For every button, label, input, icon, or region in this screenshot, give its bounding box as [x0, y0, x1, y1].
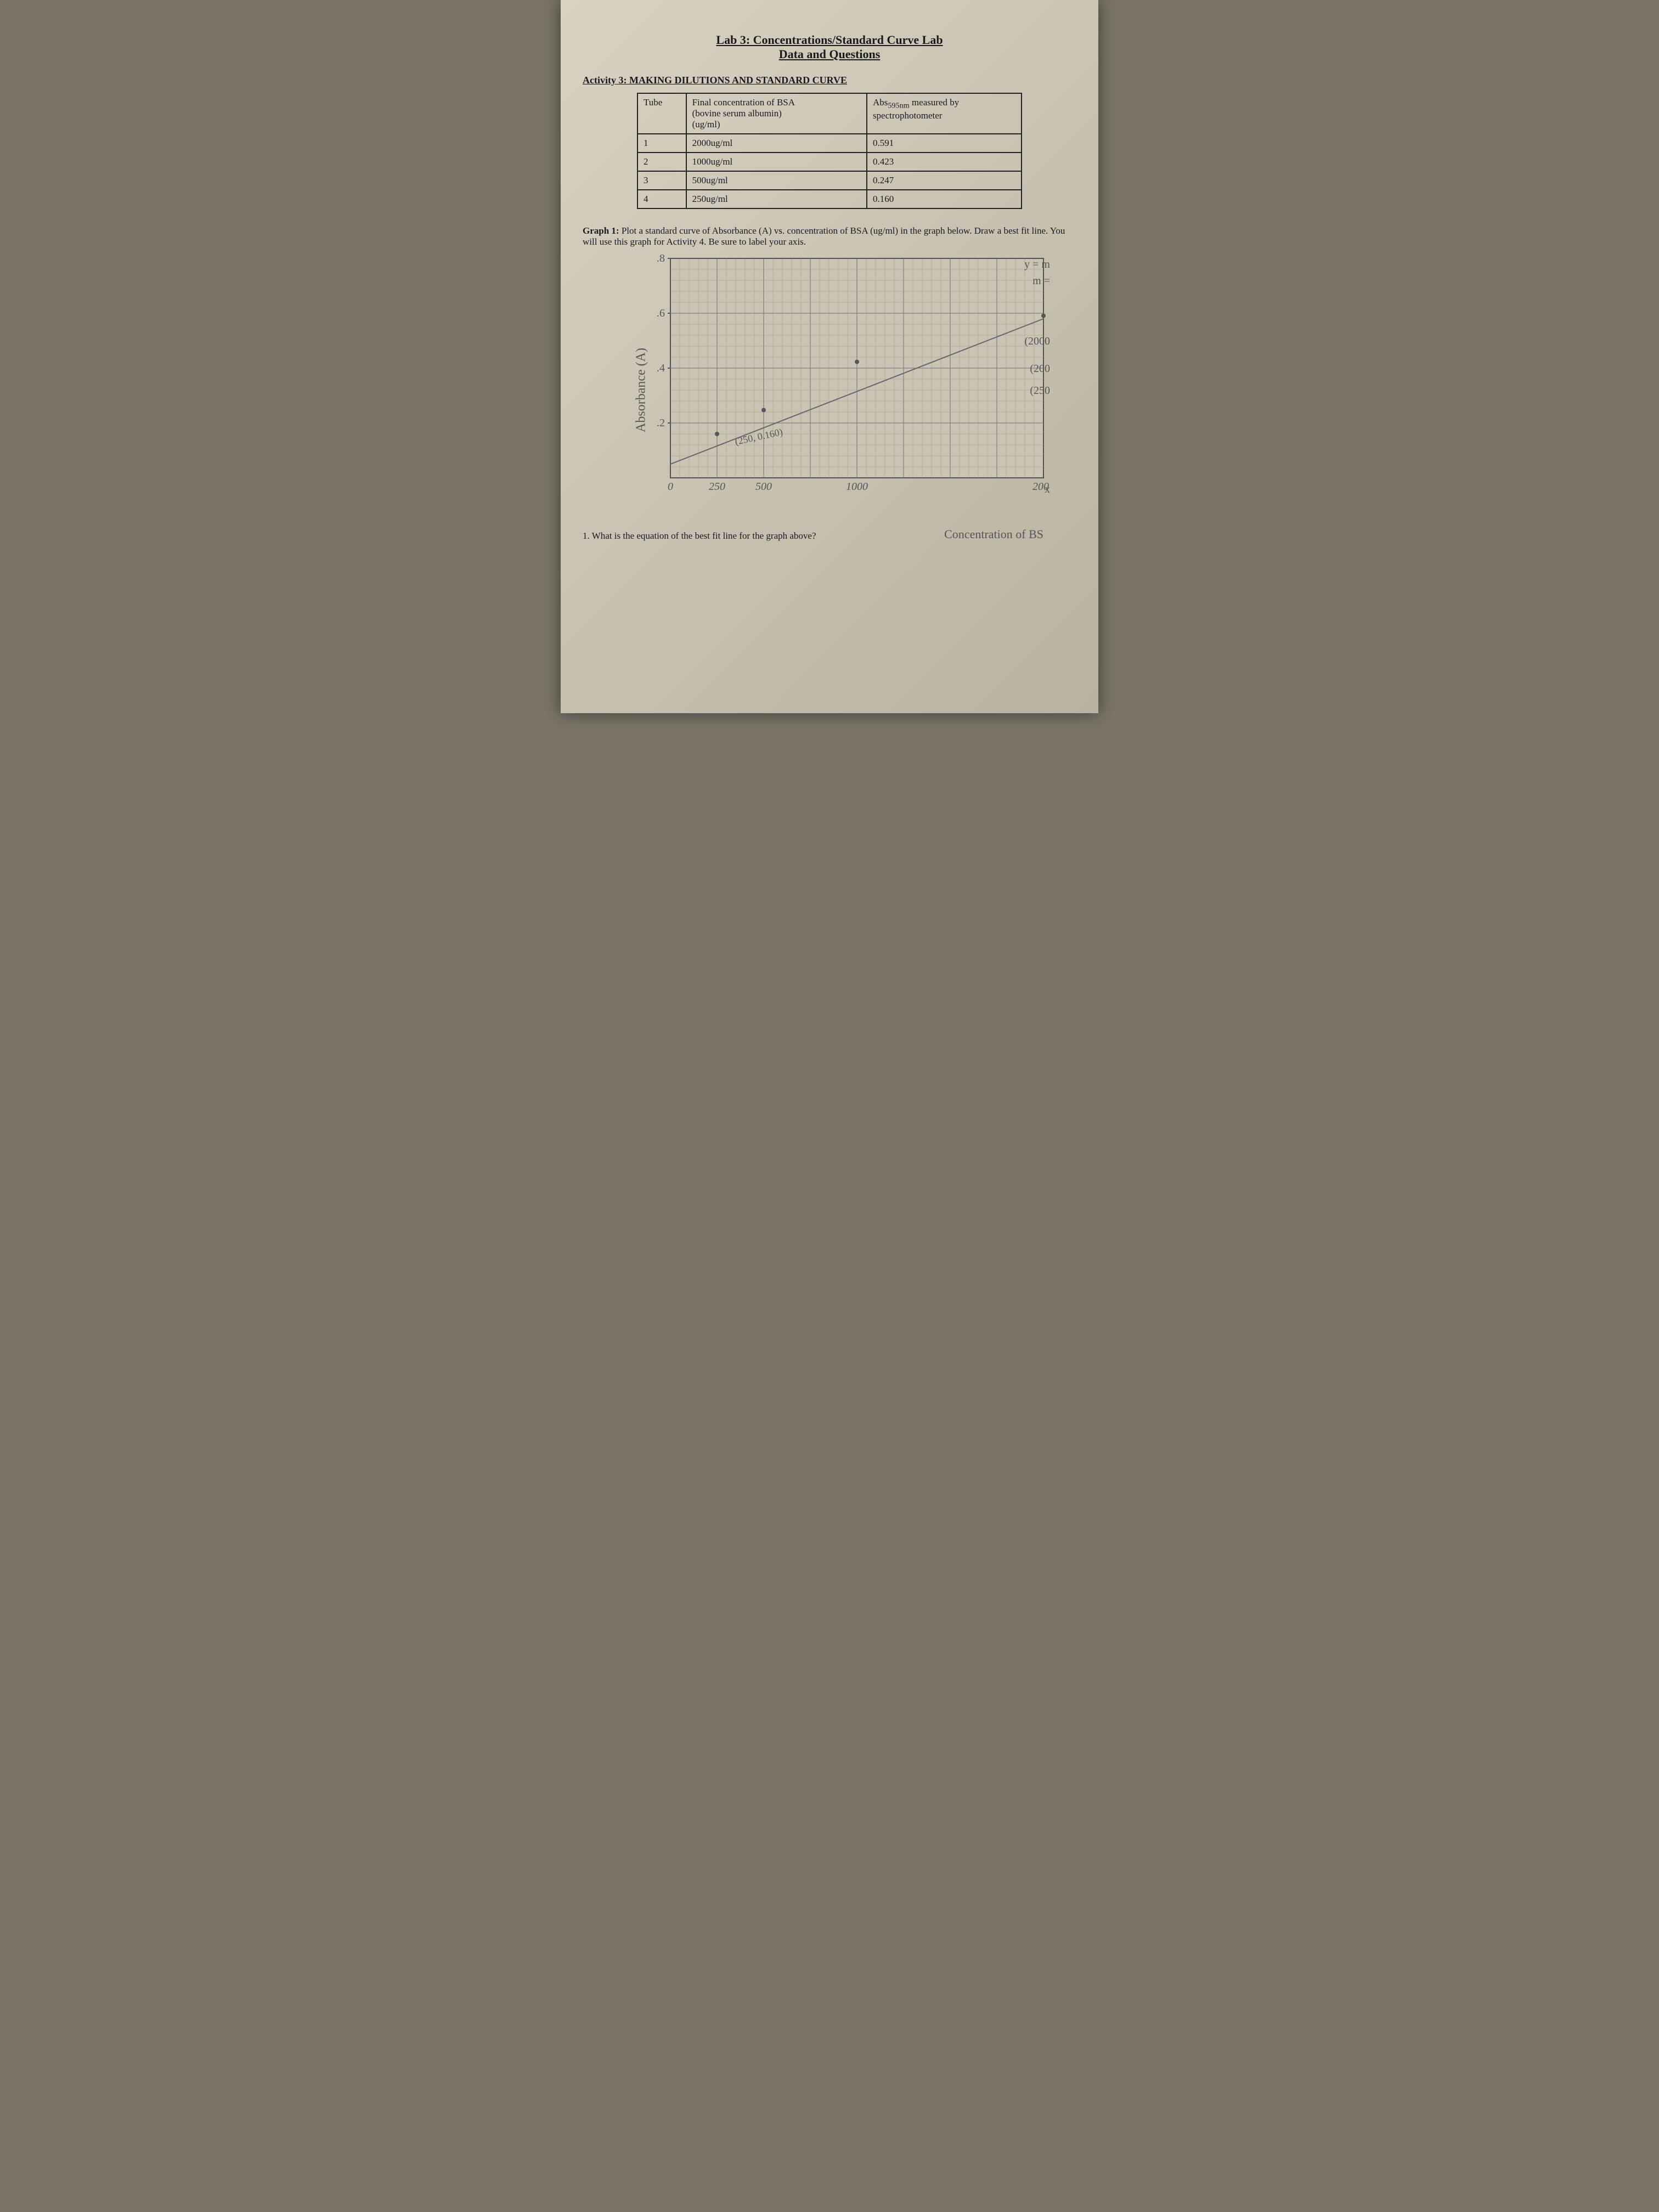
- cell-conc: 500ug/ml: [686, 171, 867, 190]
- table-row: 1 2000ug/ml 0.591: [637, 134, 1022, 153]
- margin-note: (200: [1030, 363, 1050, 375]
- svg-text:.2: .2: [657, 417, 665, 429]
- cell-abs: 0.160: [867, 190, 1022, 208]
- margin-note: y = m: [1024, 258, 1050, 271]
- table-row: 2 1000ug/ml 0.423: [637, 153, 1022, 171]
- title-line-1: Lab 3: Concentrations/Standard Curve Lab: [583, 33, 1076, 47]
- standard-curve-chart: .2.4.6.8025050010002000(250, 0.160): [643, 253, 1049, 511]
- header-absorbance: Abs595nm measured by spectrophotometer: [867, 93, 1022, 134]
- svg-text:250: 250: [709, 481, 725, 493]
- table-header-row: Tube Final concentration of BSA (bovine …: [637, 93, 1022, 134]
- data-table: Tube Final concentration of BSA (bovine …: [637, 93, 1022, 209]
- cell-abs: 0.423: [867, 153, 1022, 171]
- cell-conc: 250ug/ml: [686, 190, 867, 208]
- margin-note: (2000: [1024, 335, 1050, 348]
- title-block: Lab 3: Concentrations/Standard Curve Lab…: [583, 33, 1076, 61]
- title-line-2: Data and Questions: [583, 47, 1076, 61]
- margin-note: m =: [1032, 275, 1050, 287]
- cell-abs: 0.591: [867, 134, 1022, 153]
- table-row: 4 250ug/ml 0.160: [637, 190, 1022, 208]
- header-concentration: Final concentration of BSA (bovine serum…: [686, 93, 867, 134]
- svg-text:.8: .8: [657, 253, 665, 264]
- table-row: 3 500ug/ml 0.247: [637, 171, 1022, 190]
- graph-caption-text: Plot a standard curve of Absorbance (A) …: [583, 225, 1065, 247]
- cell-tube: 2: [637, 153, 686, 171]
- svg-text:.6: .6: [657, 307, 665, 319]
- cell-conc: 2000ug/ml: [686, 134, 867, 153]
- cell-conc: 1000ug/ml: [686, 153, 867, 171]
- graph-caption: Graph 1: Plot a standard curve of Absorb…: [583, 225, 1076, 247]
- x-axis-label-handwritten: Concentration of BS: [944, 527, 1043, 541]
- graph-area: Absorbance (A) .2.4.6.8025050010002000(2…: [605, 253, 1054, 527]
- svg-text:1000: 1000: [846, 481, 868, 493]
- cell-tube: 3: [637, 171, 686, 190]
- svg-text:500: 500: [755, 481, 772, 493]
- graph-caption-prefix: Graph 1:: [583, 225, 619, 236]
- svg-text:0: 0: [668, 481, 673, 493]
- activity-heading: Activity 3: MAKING DILUTIONS AND STANDAR…: [583, 75, 1076, 86]
- svg-text:.4: .4: [657, 362, 665, 374]
- cell-tube: 4: [637, 190, 686, 208]
- cell-tube: 1: [637, 134, 686, 153]
- margin-note: (250: [1030, 385, 1050, 397]
- header-tube: Tube: [637, 93, 686, 134]
- cell-abs: 0.247: [867, 171, 1022, 190]
- lab-worksheet-page: Lab 3: Concentrations/Standard Curve Lab…: [561, 0, 1098, 713]
- margin-note: x: [1045, 483, 1050, 496]
